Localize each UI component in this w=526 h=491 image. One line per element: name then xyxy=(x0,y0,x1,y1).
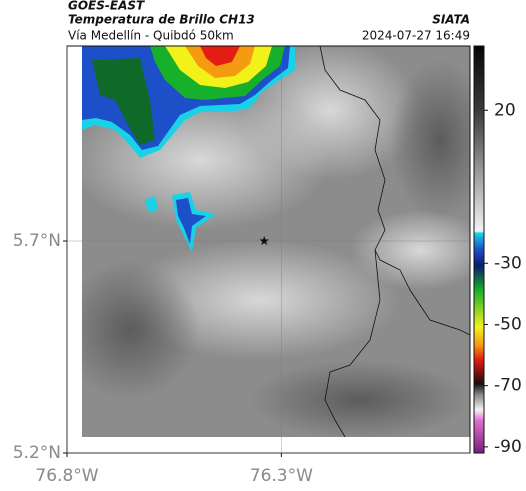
x-tick-label: 76.3°W xyxy=(250,466,313,486)
timestamp: 2024-07-27 16:49 xyxy=(362,29,470,43)
satellite-image xyxy=(82,46,470,437)
title: GOES-EAST xyxy=(68,0,145,13)
x-tick-label: 76.8°W xyxy=(35,466,98,486)
colorbar-tick-label: -50 xyxy=(494,314,522,334)
y-tick-label: 5.2°N xyxy=(13,443,61,463)
source: SIATA xyxy=(432,13,470,27)
location-marker xyxy=(259,236,269,246)
subtitle: Temperatura de Brillo CH13 xyxy=(68,13,255,27)
colorbar-tick-label: -90 xyxy=(494,437,522,457)
colorbar-tick-label: -70 xyxy=(494,376,522,396)
y-tick-label: 5.7°N xyxy=(13,231,61,251)
colorbar-tick-label: 20 xyxy=(494,100,516,120)
colorbar-tick-label: -30 xyxy=(494,253,522,273)
route: Vía Medellín - Quibdó 50km xyxy=(68,29,234,43)
colorbar xyxy=(473,45,485,454)
